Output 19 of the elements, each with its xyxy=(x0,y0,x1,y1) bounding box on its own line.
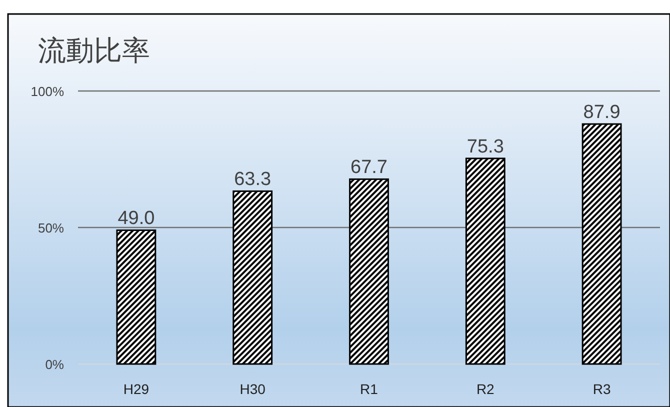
y-tick-label: 50% xyxy=(38,220,64,236)
bar xyxy=(232,190,273,365)
x-tick-label: R3 xyxy=(592,381,611,397)
y-tick-label: 100% xyxy=(30,84,64,99)
x-tick-label: H30 xyxy=(240,381,266,397)
bar xyxy=(349,178,389,365)
data-label: 63.3 xyxy=(234,169,272,190)
bar xyxy=(116,229,156,365)
bar xyxy=(465,158,506,365)
y-tick-label: 0% xyxy=(45,357,64,372)
data-label: 49.0 xyxy=(118,208,155,230)
data-label: 87.9 xyxy=(583,102,620,124)
chart-title: 流動比率 xyxy=(38,35,150,66)
bar xyxy=(582,123,622,365)
data-label: 75.3 xyxy=(466,136,504,158)
x-tick-label: R1 xyxy=(360,381,378,397)
x-tick-label: R2 xyxy=(476,381,495,397)
x-tick-label: H29 xyxy=(123,381,150,397)
data-label: 67.7 xyxy=(350,157,388,178)
